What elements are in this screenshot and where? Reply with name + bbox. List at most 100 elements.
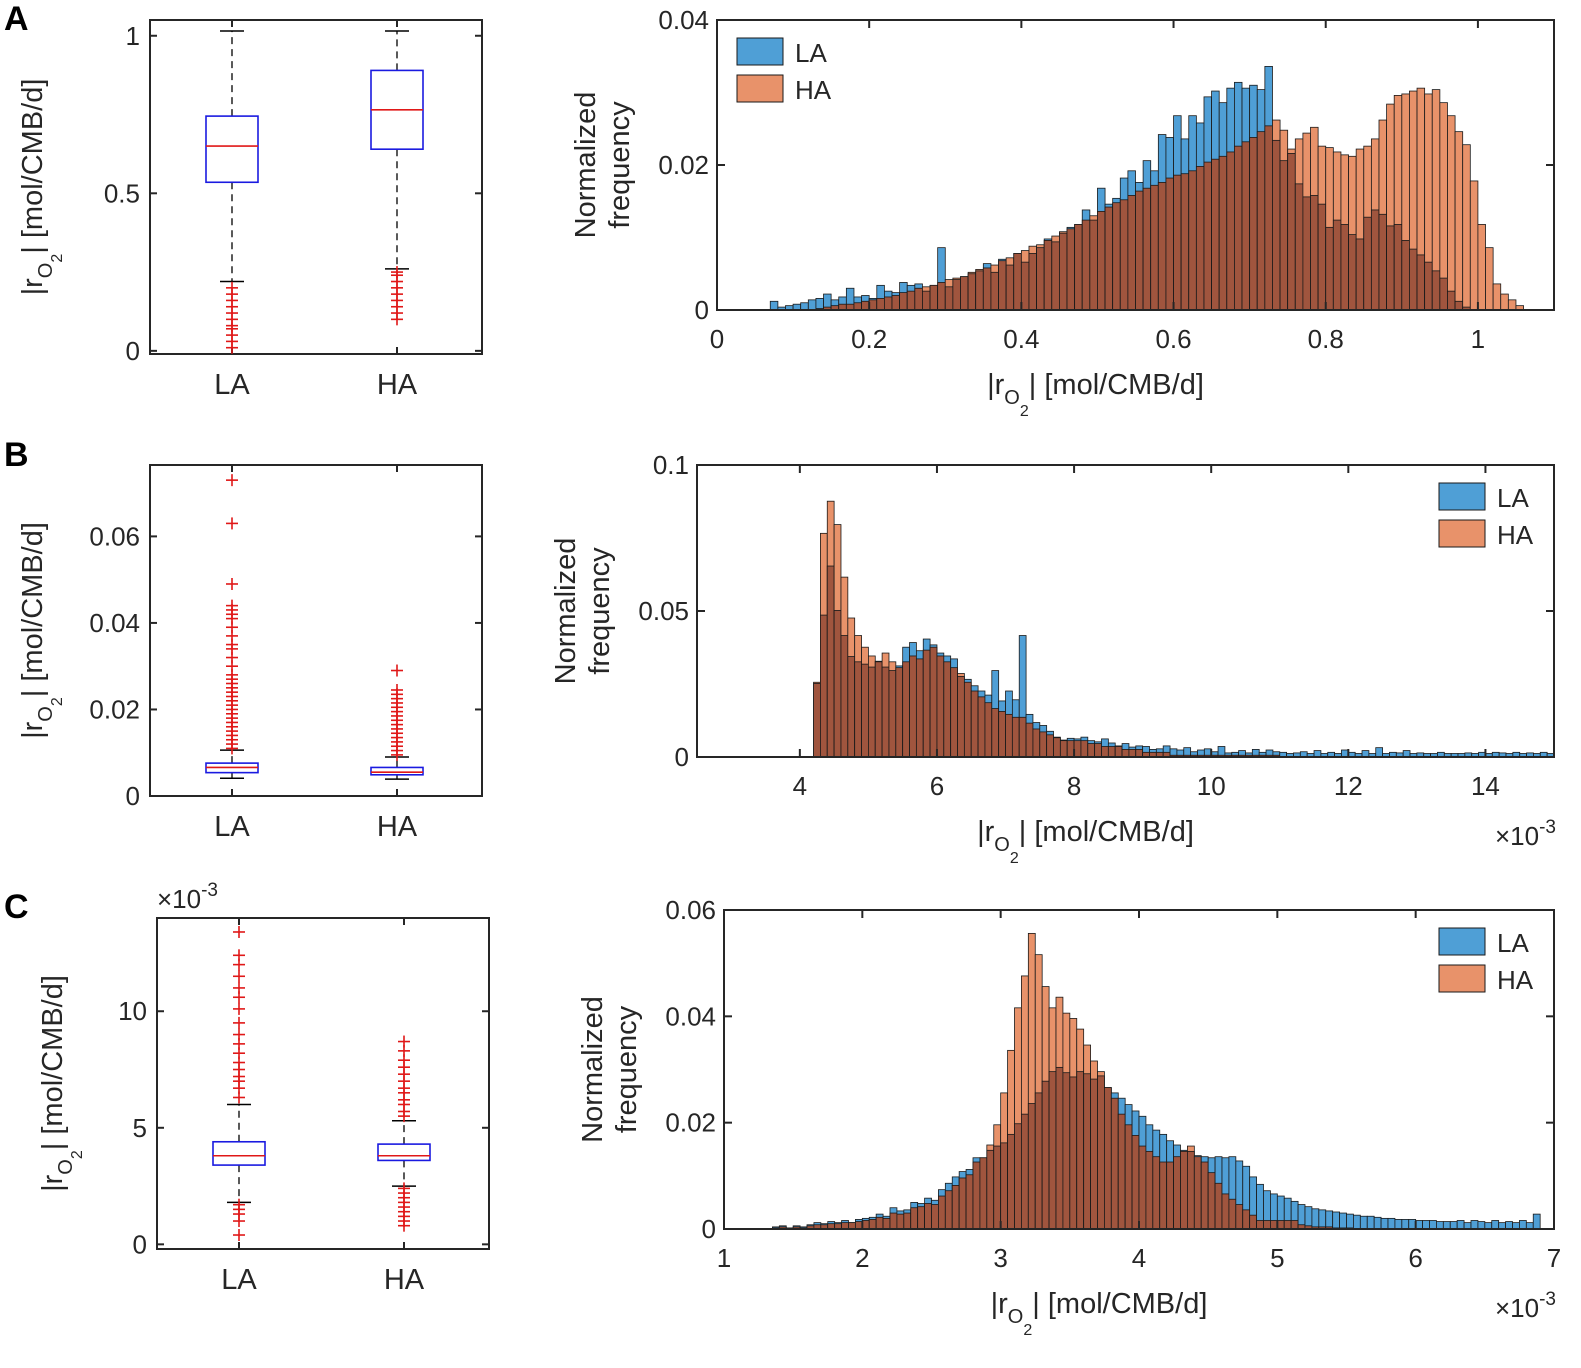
- y-tick-label: 0.02: [89, 694, 140, 724]
- y-tick-label: 10: [118, 996, 147, 1026]
- bar-overlap: [1005, 264, 1015, 311]
- outlier-marker: [233, 1229, 245, 1242]
- outlier-marker: [391, 266, 403, 279]
- bar-la: [1442, 1221, 1451, 1230]
- bar-overlap: [917, 1206, 925, 1230]
- bar-overlap: [1005, 713, 1013, 758]
- bar-overlap: [1200, 1161, 1209, 1230]
- x-tick-label: 4: [793, 771, 807, 801]
- bar-overlap: [1173, 1156, 1181, 1230]
- ylabel-subsub: 2: [49, 254, 66, 263]
- bar-overlap: [1124, 1124, 1133, 1230]
- bar-la: [1339, 1212, 1347, 1230]
- bar-la: [1353, 1214, 1361, 1230]
- panel-letter: B: [4, 436, 29, 474]
- bar-overlap: [1249, 137, 1258, 311]
- bar-la: [1408, 1219, 1417, 1230]
- bar-overlap: [1112, 202, 1121, 311]
- legend-label: LA: [1497, 483, 1529, 513]
- bar-overlap: [1439, 277, 1448, 311]
- bar-overlap: [944, 286, 954, 311]
- outlier-marker: [233, 1198, 245, 1211]
- bar-overlap: [1340, 224, 1349, 311]
- bar-overlap: [977, 696, 986, 758]
- bar-overlap: [1021, 1113, 1029, 1230]
- bar-ha: [1492, 283, 1502, 311]
- xlabel-main: |r: [991, 1288, 1009, 1320]
- bar-overlap: [931, 1204, 939, 1230]
- bar-overlap: [1076, 1071, 1085, 1230]
- outlier-marker: [398, 1182, 410, 1195]
- bar-overlap: [902, 661, 910, 758]
- legend-swatch-LA: [1438, 482, 1486, 511]
- y-tick-label: 0: [675, 742, 689, 772]
- x-category-label: LA: [214, 369, 250, 401]
- x-tick-label: 12: [1334, 771, 1363, 801]
- bar-overlap: [970, 690, 979, 758]
- outlier-marker: [233, 1002, 245, 1015]
- bar-la: [1380, 1217, 1389, 1230]
- bar-la: [1456, 1220, 1465, 1230]
- bar-overlap: [1032, 728, 1041, 758]
- bar-la: [1394, 1219, 1403, 1230]
- bar-la: [1519, 1220, 1527, 1230]
- y-tick-label: 0.1: [653, 450, 689, 480]
- y-tick-label: 0.05: [638, 596, 689, 626]
- box-LA: [212, 1140, 266, 1166]
- bar-overlap: [1264, 125, 1273, 311]
- bar-overlap: [1173, 174, 1182, 311]
- bar-overlap: [1416, 254, 1426, 311]
- x-category-label: LA: [221, 1264, 257, 1296]
- bar-overlap: [922, 290, 931, 311]
- bar-overlap: [1043, 239, 1053, 311]
- xlabel-subsub: 2: [1023, 1322, 1032, 1339]
- y-axis-label-line1: Normalized: [550, 538, 582, 685]
- bar-la: [1436, 1221, 1444, 1230]
- bar-la: [1387, 1217, 1396, 1230]
- bar-overlap: [1188, 170, 1197, 311]
- bar-overlap: [1089, 219, 1098, 311]
- outlier-marker: [233, 925, 245, 938]
- bar-ha: [1507, 299, 1517, 311]
- bar-la: [769, 300, 779, 311]
- x-tick-label: 6: [930, 771, 944, 801]
- bar-overlap: [1101, 746, 1109, 758]
- xlabel-main: |r: [987, 369, 1005, 401]
- bar-overlap: [1127, 195, 1136, 311]
- bar-overlap: [1242, 1209, 1251, 1230]
- bar-overlap: [1454, 300, 1464, 311]
- x-tick-label: 7: [1547, 1243, 1561, 1273]
- legend-swatch-HA: [736, 74, 784, 103]
- bar-ha: [1462, 144, 1471, 311]
- axes-frame: [149, 464, 483, 797]
- legend-swatch-HA: [1438, 964, 1486, 993]
- bar-overlap: [915, 658, 924, 758]
- bar-overlap: [998, 260, 1007, 311]
- y-tick-label: 5: [133, 1113, 147, 1143]
- xlabel-subsub: 2: [1020, 403, 1029, 420]
- bar-overlap: [1235, 1204, 1244, 1230]
- bar-overlap: [1234, 145, 1243, 311]
- exponent-power: -3: [1539, 817, 1556, 838]
- bar-overlap: [1131, 1135, 1140, 1230]
- xlabel-end: | [mol/CMB/d]: [1019, 816, 1194, 848]
- bar-overlap: [1027, 1103, 1036, 1230]
- bar-overlap: [1332, 219, 1342, 311]
- bar-overlap: [899, 292, 908, 311]
- bar-overlap: [906, 290, 916, 311]
- bar-overlap: [943, 661, 952, 758]
- bar-overlap: [910, 1207, 919, 1230]
- bar-overlap: [1080, 740, 1089, 758]
- y-axis-label: |rO2| [mol/CMB/d]: [17, 522, 66, 739]
- bar-overlap: [1135, 190, 1144, 311]
- bar-overlap: [884, 296, 893, 311]
- bar-overlap: [1066, 228, 1076, 311]
- bar-overlap: [1348, 234, 1357, 311]
- bar-overlap: [1378, 213, 1388, 311]
- bar-overlap: [1014, 1123, 1022, 1230]
- y-tick-label: 0.5: [104, 178, 140, 208]
- bar-overlap: [982, 267, 992, 311]
- bar-overlap: [876, 297, 885, 311]
- bar-overlap: [1447, 290, 1456, 311]
- bar-overlap: [1393, 224, 1403, 311]
